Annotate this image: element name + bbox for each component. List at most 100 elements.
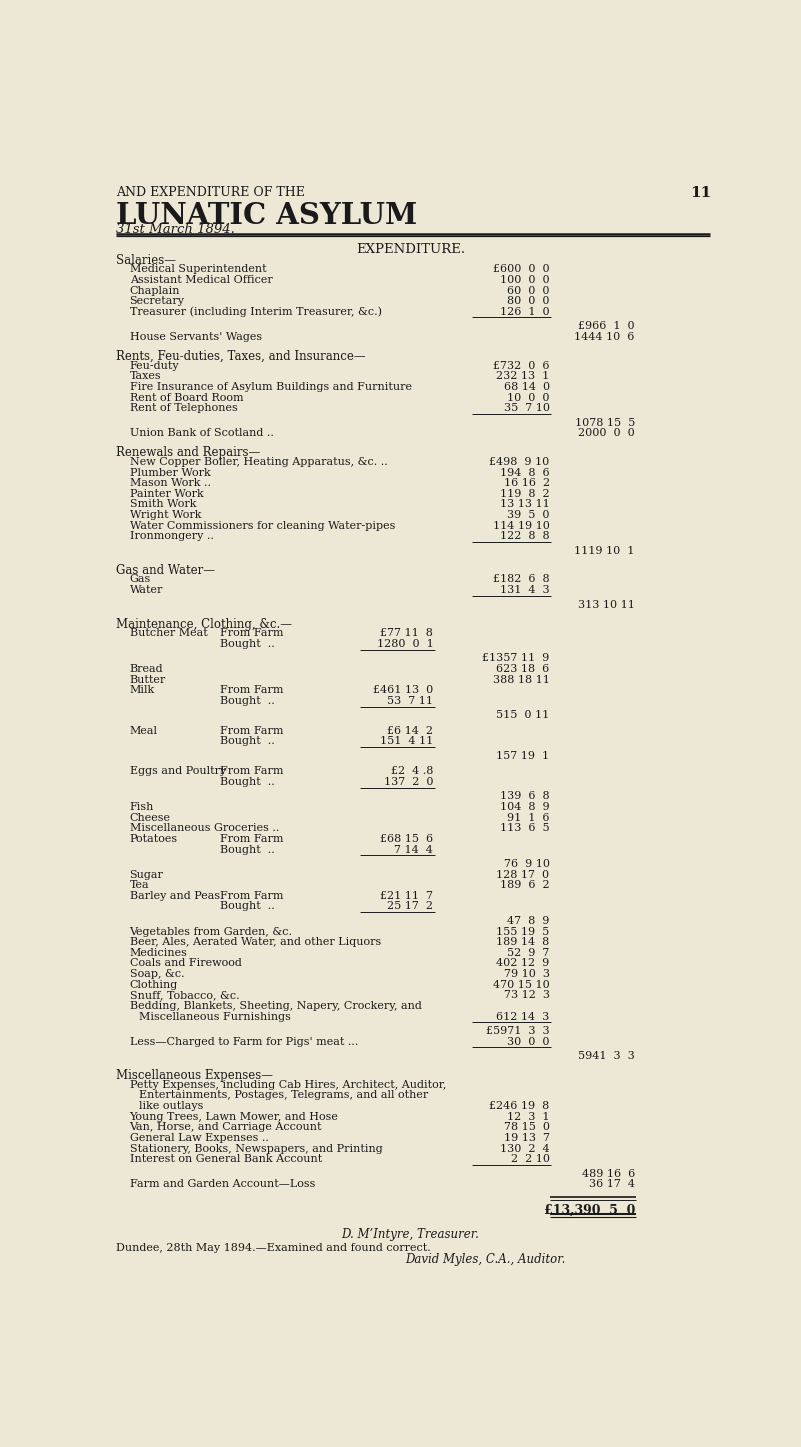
Text: Medical Superintendent: Medical Superintendent	[130, 265, 266, 275]
Text: Medicines: Medicines	[130, 948, 187, 958]
Text: like outlays: like outlays	[139, 1101, 203, 1111]
Text: 5941  3  3: 5941 3 3	[578, 1051, 635, 1061]
Text: From Farm: From Farm	[220, 628, 284, 638]
Text: Stationery, Books, Newspapers, and Printing: Stationery, Books, Newspapers, and Print…	[130, 1143, 382, 1153]
Text: 612 14  3: 612 14 3	[497, 1011, 549, 1022]
Text: 12  3  1: 12 3 1	[507, 1111, 549, 1121]
Text: Snuff, Tobacco, &c.: Snuff, Tobacco, &c.	[130, 990, 239, 1000]
Text: Barley and Peas: Barley and Peas	[130, 891, 219, 901]
Text: 52  9  7: 52 9 7	[507, 948, 549, 958]
Text: 68 14  0: 68 14 0	[504, 382, 549, 392]
Text: £6 14  2: £6 14 2	[388, 726, 433, 735]
Text: D. M’Intyre, Treasurer.: D. M’Intyre, Treasurer.	[341, 1229, 480, 1240]
Text: 313 10 11: 313 10 11	[578, 599, 635, 609]
Text: House Servants' Wages: House Servants' Wages	[130, 331, 262, 341]
Text: Maintenance, Clothing, &c.—: Maintenance, Clothing, &c.—	[115, 618, 292, 631]
Text: 114 19 10: 114 19 10	[493, 521, 549, 531]
Text: Chaplain: Chaplain	[130, 285, 180, 295]
Text: £2  4 .8: £2 4 .8	[391, 767, 433, 776]
Text: 489 16  6: 489 16 6	[582, 1169, 635, 1179]
Text: Sugar: Sugar	[130, 870, 163, 880]
Text: Painter Work: Painter Work	[130, 489, 203, 499]
Text: 130  2  4: 130 2 4	[500, 1143, 549, 1153]
Text: Potatoes: Potatoes	[130, 833, 178, 844]
Text: 122  8  8: 122 8 8	[500, 531, 549, 541]
Text: Bought  ..: Bought ..	[220, 901, 275, 912]
Text: Dundee, 28th May 1894.—Examined and found correct.: Dundee, 28th May 1894.—Examined and foun…	[115, 1243, 430, 1253]
Text: 80  0  0: 80 0 0	[507, 297, 549, 307]
Text: Miscellaneous Groceries ..: Miscellaneous Groceries ..	[130, 823, 279, 833]
Text: £5971  3  3: £5971 3 3	[486, 1026, 549, 1036]
Text: 1444 10  6: 1444 10 6	[574, 331, 635, 341]
Text: 119  8  2: 119 8 2	[500, 489, 549, 499]
Text: 126  1  0: 126 1 0	[500, 307, 549, 317]
Text: Butcher Meat: Butcher Meat	[130, 628, 207, 638]
Text: 194  8  6: 194 8 6	[500, 467, 549, 478]
Text: 1078 15  5: 1078 15 5	[574, 418, 635, 428]
Text: 91  1  6: 91 1 6	[507, 813, 549, 823]
Text: 100  0  0: 100 0 0	[500, 275, 549, 285]
Text: £498  9 10: £498 9 10	[489, 457, 549, 467]
Text: 53  7 11: 53 7 11	[388, 696, 433, 706]
Text: General Law Expenses ..: General Law Expenses ..	[130, 1133, 268, 1143]
Text: Mason Work ..: Mason Work ..	[130, 478, 211, 488]
Text: Fire Insurance of Asylum Buildings and Furniture: Fire Insurance of Asylum Buildings and F…	[130, 382, 412, 392]
Text: Union Bank of Scotland ..: Union Bank of Scotland ..	[130, 428, 273, 438]
Text: Secretary: Secretary	[130, 297, 184, 307]
Text: Feu-duty: Feu-duty	[130, 360, 179, 370]
Text: 157 19  1: 157 19 1	[497, 751, 549, 761]
Text: 131  4  3: 131 4 3	[500, 585, 549, 595]
Text: 73 12  3: 73 12 3	[504, 990, 549, 1000]
Text: 39  5  0: 39 5 0	[507, 511, 549, 519]
Text: £966  1  0: £966 1 0	[578, 321, 635, 331]
Text: £732  0  6: £732 0 6	[493, 360, 549, 370]
Text: 151  4 11: 151 4 11	[380, 737, 433, 747]
Text: Young Trees, Lawn Mower, and Hose: Young Trees, Lawn Mower, and Hose	[130, 1111, 339, 1121]
Text: Wright Work: Wright Work	[130, 511, 201, 519]
Text: £21 11  7: £21 11 7	[380, 891, 433, 901]
Text: Gas and Water—: Gas and Water—	[115, 564, 215, 577]
Text: £600  0  0: £600 0 0	[493, 265, 549, 275]
Text: 19 13  7: 19 13 7	[504, 1133, 549, 1143]
Text: 1280  0  1: 1280 0 1	[376, 640, 433, 648]
Text: Bought  ..: Bought ..	[220, 737, 275, 747]
Text: Rent of Telephones: Rent of Telephones	[130, 404, 237, 414]
Text: Bedding, Blankets, Sheeting, Napery, Crockery, and: Bedding, Blankets, Sheeting, Napery, Cro…	[130, 1001, 421, 1011]
Text: Water Commissioners for cleaning Water-pipes: Water Commissioners for cleaning Water-p…	[130, 521, 395, 531]
Text: Taxes: Taxes	[130, 372, 161, 381]
Text: Meal: Meal	[130, 726, 158, 735]
Text: 76  9 10: 76 9 10	[504, 860, 549, 870]
Text: £68 15  6: £68 15 6	[380, 833, 433, 844]
Text: Clothing: Clothing	[130, 980, 178, 990]
Text: £182  6  8: £182 6 8	[493, 574, 549, 585]
Text: From Farm: From Farm	[220, 726, 284, 735]
Text: 2000  0  0: 2000 0 0	[578, 428, 635, 438]
Text: Bought  ..: Bought ..	[220, 696, 275, 706]
Text: £13,390  5  0: £13,390 5 0	[544, 1204, 635, 1217]
Text: £1357 11  9: £1357 11 9	[482, 654, 549, 663]
Text: 104  8  9: 104 8 9	[500, 802, 549, 812]
Text: Miscellaneous Furnishings: Miscellaneous Furnishings	[139, 1011, 291, 1022]
Text: David Myles, C.A., Auditor.: David Myles, C.A., Auditor.	[405, 1253, 566, 1266]
Text: AND EXPENDITURE OF THE: AND EXPENDITURE OF THE	[115, 187, 304, 198]
Text: Coals and Firewood: Coals and Firewood	[130, 958, 241, 968]
Text: Van, Horse, and Carriage Account: Van, Horse, and Carriage Account	[130, 1123, 322, 1133]
Text: 7 14  4: 7 14 4	[395, 845, 433, 855]
Text: 515  0 11: 515 0 11	[497, 710, 549, 721]
Text: 78 15  0: 78 15 0	[504, 1123, 549, 1133]
Text: £77 11  8: £77 11 8	[380, 628, 433, 638]
Text: Entertainments, Postages, Telegrams, and all other: Entertainments, Postages, Telegrams, and…	[139, 1091, 428, 1101]
Text: 470 15 10: 470 15 10	[493, 980, 549, 990]
Text: Bought  ..: Bought ..	[220, 640, 275, 648]
Text: 113  6  5: 113 6 5	[500, 823, 549, 833]
Text: 232 13  1: 232 13 1	[497, 372, 549, 381]
Text: Vegetables from Garden, &c.: Vegetables from Garden, &c.	[130, 926, 292, 936]
Text: 189  6  2: 189 6 2	[500, 880, 549, 890]
Text: Less—Charged to Farm for Pigs' meat ...: Less—Charged to Farm for Pigs' meat ...	[130, 1036, 358, 1046]
Text: 16 16  2: 16 16 2	[504, 478, 549, 488]
Text: From Farm: From Farm	[220, 833, 284, 844]
Text: Bought  ..: Bought ..	[220, 777, 275, 787]
Text: 35  7 10: 35 7 10	[504, 404, 549, 414]
Text: Fish: Fish	[130, 802, 154, 812]
Text: Farm and Garden Account—Loss: Farm and Garden Account—Loss	[130, 1179, 315, 1189]
